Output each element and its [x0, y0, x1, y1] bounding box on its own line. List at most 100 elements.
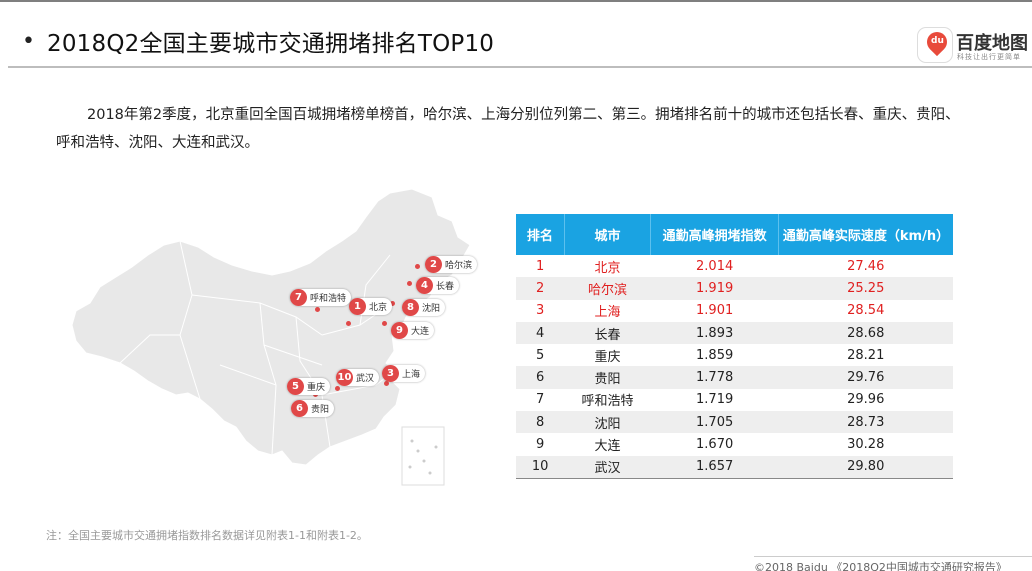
- city-dot-shenyang: [390, 301, 395, 306]
- cell-rank: 6: [516, 366, 565, 389]
- title-bullet: •: [22, 28, 35, 54]
- cell-index: 1.859: [650, 344, 779, 367]
- logo-name: 百度地图: [956, 33, 1028, 54]
- cell-index: 1.778: [650, 366, 779, 389]
- cell-city: 贵阳: [564, 366, 651, 389]
- header-index: 通勤高峰拥堵指数: [650, 214, 779, 255]
- cell-speed: 30.28: [778, 433, 953, 456]
- cell-speed: 28.73: [778, 411, 953, 434]
- table-row: 1 北京 2.014 27.46: [516, 255, 953, 278]
- map-marker-3[interactable]: 3 上海: [382, 365, 426, 382]
- table-row: 3 上海 1.901 28.54: [516, 299, 953, 322]
- logo-badge: du: [918, 27, 952, 62]
- cell-speed: 28.68: [778, 321, 953, 345]
- inset-islands: [408, 439, 438, 475]
- marker-city: 北京: [369, 303, 388, 313]
- marker-city: 沈阳: [422, 304, 441, 314]
- marker-city: 上海: [402, 370, 421, 380]
- cell-speed: 25.25: [778, 277, 953, 300]
- cell-speed: 29.96: [778, 388, 953, 412]
- city-dot-wuhan: [335, 386, 340, 391]
- marker-rank: 5: [287, 378, 304, 395]
- cell-index: 1.901: [650, 299, 779, 322]
- cell-index: 1.657: [650, 455, 779, 479]
- marker-city: 长春: [436, 282, 455, 292]
- footnote: 注：全国主要城市交通拥堵指数排名数据详见附表1-1和附表1-2。: [46, 529, 368, 542]
- cell-rank: 8: [516, 411, 565, 434]
- cell-city: 长春: [564, 321, 651, 345]
- marker-rank: 10: [336, 369, 353, 386]
- cell-rank: 2: [516, 277, 565, 300]
- table-row: 2 哈尔滨 1.919 25.25: [516, 277, 953, 300]
- cell-city: 呼和浩特: [564, 388, 651, 412]
- slide-header: • 2018Q2全国主要城市交通拥堵排名TOP10: [22, 24, 494, 58]
- baidu-map-logo: du 百度地图 科技让出行更简单: [916, 27, 1032, 64]
- header-rank: 排名: [516, 214, 565, 255]
- congestion-ranking-table: 排名 城市 通勤高峰拥堵指数 通勤高峰实际速度（km/h） 1 北京 2.014…: [516, 214, 953, 479]
- cell-city: 沈阳: [564, 411, 651, 434]
- map-marker-9[interactable]: 9 大连: [391, 322, 435, 339]
- cell-rank: 5: [516, 344, 565, 367]
- map-marker-5[interactable]: 5 重庆: [287, 378, 331, 395]
- cell-index: 2.014: [650, 255, 779, 278]
- cell-rank: 9: [516, 433, 565, 456]
- table-row: 8 沈阳 1.705 28.73: [516, 411, 953, 434]
- table-row: 7 呼和浩特 1.719 29.96: [516, 388, 953, 412]
- map-marker-8[interactable]: 8 沈阳: [402, 299, 446, 316]
- map-marker-6[interactable]: 6 贵阳: [291, 400, 335, 417]
- marker-city: 大连: [411, 327, 430, 337]
- table-header-row: 排名 城市 通勤高峰拥堵指数 通勤高峰实际速度（km/h）: [516, 214, 953, 255]
- marker-rank: 9: [391, 322, 408, 339]
- cell-rank: 10: [516, 455, 565, 479]
- title-divider: [8, 66, 1032, 68]
- cell-city: 上海: [564, 299, 651, 322]
- cell-city: 大连: [564, 433, 651, 456]
- map-marker-10[interactable]: 10 武汉: [336, 369, 380, 386]
- marker-rank: 4: [416, 277, 433, 294]
- cell-city: 北京: [564, 255, 651, 278]
- page-title: 2018Q2全国主要城市交通拥堵排名TOP10: [46, 31, 495, 57]
- marker-city: 武汉: [356, 374, 375, 384]
- marker-rank: 3: [382, 365, 399, 382]
- cell-speed: 27.46: [778, 255, 953, 278]
- table-row: 5 重庆 1.859 28.21: [516, 344, 953, 367]
- china-map: 1 北京 2 哈尔滨 3 上海 4 长春 5 重庆 6 贵阳 7 呼和浩特 8 …: [60, 185, 500, 495]
- cell-rank: 1: [516, 255, 565, 278]
- cell-rank: 7: [516, 388, 565, 412]
- city-dot-hohhot: [315, 307, 320, 312]
- cell-city: 重庆: [564, 344, 651, 367]
- map-marker-4[interactable]: 4 长春: [416, 277, 460, 294]
- cell-rank: 4: [516, 321, 565, 345]
- table-row: 4 长春 1.893 28.68: [516, 321, 953, 345]
- logo-badge-text: du: [931, 36, 944, 46]
- marker-city: 呼和浩特: [310, 294, 347, 304]
- china-map-shape: [71, 188, 471, 486]
- table-row: 6 贵阳 1.778 29.76: [516, 366, 953, 389]
- cell-speed: 28.21: [778, 344, 953, 367]
- cell-index: 1.670: [650, 433, 779, 456]
- cell-index: 1.705: [650, 411, 779, 434]
- marker-city: 重庆: [307, 383, 326, 393]
- intro-paragraph: 2018年第2季度，北京重回全国百城拥堵榜单榜首，哈尔滨、上海分别位列第二、第三…: [56, 107, 960, 151]
- map-marker-1[interactable]: 1 北京: [349, 298, 393, 315]
- marker-rank: 7: [290, 289, 307, 306]
- marker-city: 哈尔滨: [445, 261, 473, 271]
- cell-index: 1.893: [650, 321, 779, 345]
- cell-speed: 29.76: [778, 366, 953, 389]
- marker-rank: 6: [291, 400, 308, 417]
- logo-slogan: 科技让出行更简单: [957, 53, 1021, 61]
- table-row: 10 武汉 1.657 29.80: [516, 455, 953, 479]
- marker-city: 贵阳: [311, 405, 330, 415]
- map-marker-7[interactable]: 7 呼和浩特: [290, 289, 352, 306]
- city-dot-harbin: [415, 264, 420, 269]
- city-dot-shanghai: [384, 381, 389, 386]
- cell-index: 1.919: [650, 277, 779, 300]
- map-marker-2[interactable]: 2 哈尔滨: [425, 256, 478, 273]
- source-citation: ©2018 Baidu 《2018Q2中国城市交通研究报告》: [754, 556, 1032, 571]
- city-dot-dalian: [382, 321, 387, 326]
- marker-rank: 8: [402, 299, 419, 316]
- south-china-sea-inset: [401, 426, 445, 486]
- city-dot-changchun: [407, 281, 412, 286]
- cell-city: 武汉: [564, 455, 651, 479]
- cell-speed: 28.54: [778, 299, 953, 322]
